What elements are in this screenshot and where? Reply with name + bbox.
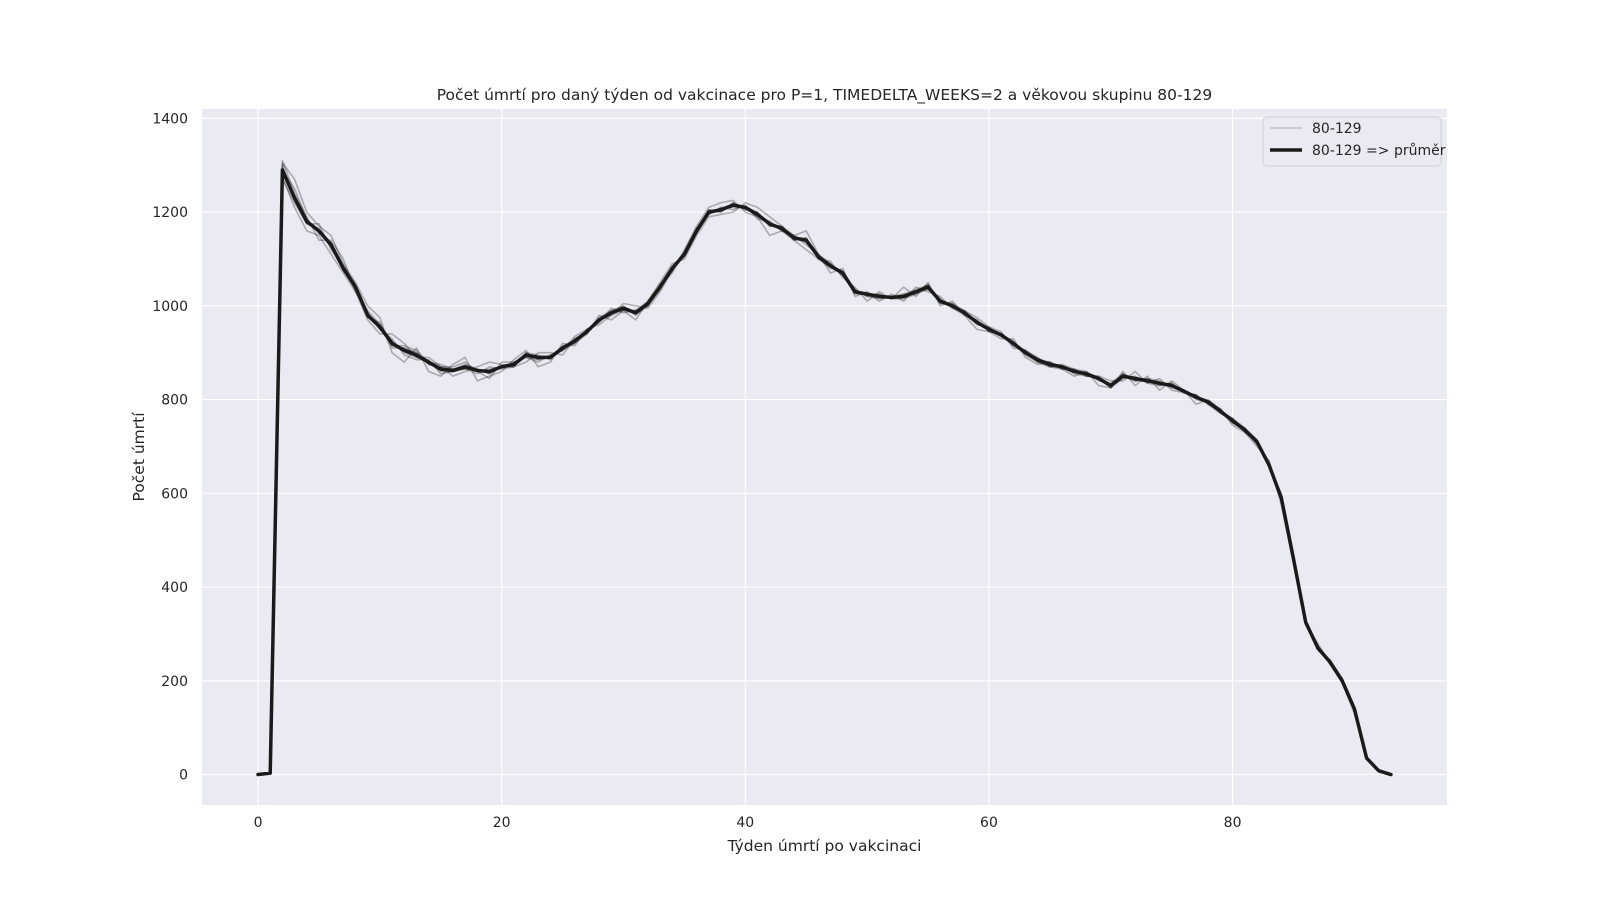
chart-title: Počet úmrtí pro daný týden od vakcinace … [437, 86, 1212, 105]
legend-box [1262, 116, 1442, 167]
y-tick-label: 1400 [152, 111, 188, 127]
x-tick-label: 80 [1224, 815, 1242, 831]
y-tick-label: 0 [179, 768, 188, 784]
x-tick-label: 20 [493, 815, 511, 831]
y-tick-label: 600 [161, 486, 188, 502]
y-tick-label: 1200 [152, 205, 188, 221]
x-tick-label: 0 [254, 815, 263, 831]
y-tick-label: 200 [161, 674, 188, 690]
legend-label-individual: 80-129 [1312, 121, 1362, 137]
y-tick-label: 1000 [152, 299, 188, 315]
y-tick-label: 800 [161, 393, 188, 409]
x-tick-label: 40 [736, 815, 754, 831]
legend: 80-129 80-129 => průměr [1262, 116, 1446, 167]
x-tick-label: 60 [980, 815, 998, 831]
legend-label-mean: 80-129 => průměr [1312, 143, 1446, 159]
y-axis-label: Počet úmrtí [130, 412, 148, 502]
y-tick-label: 400 [161, 580, 188, 596]
mean-series [256, 168, 1393, 777]
plot-area [202, 109, 1447, 805]
series-line-mean [256, 168, 1393, 777]
grid [202, 109, 1447, 805]
x-axis-label: Týden úmrtí po vakcinaci [727, 837, 922, 855]
